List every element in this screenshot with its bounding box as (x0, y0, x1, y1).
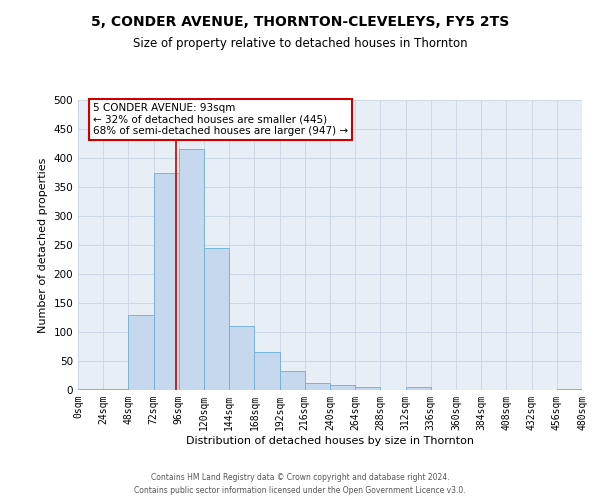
X-axis label: Distribution of detached houses by size in Thornton: Distribution of detached houses by size … (186, 436, 474, 446)
Bar (229, 326, 254, 390)
Bar (154, 172, 179, 390)
Y-axis label: Number of detached properties: Number of detached properties (38, 158, 48, 332)
Text: Contains HM Land Registry data © Crown copyright and database right 2024.
Contai: Contains HM Land Registry data © Crown c… (134, 474, 466, 495)
Text: Size of property relative to detached houses in Thornton: Size of property relative to detached ho… (133, 38, 467, 51)
Text: 5 CONDER AVENUE: 93sqm
← 32% of detached houses are smaller (445)
68% of semi-de: 5 CONDER AVENUE: 93sqm ← 32% of detached… (93, 103, 348, 136)
Bar (305, 383, 330, 390)
Bar (103, 389, 128, 390)
Bar (330, 386, 355, 390)
Bar (280, 371, 305, 390)
Bar (204, 248, 229, 390)
Bar (78, 389, 103, 390)
Bar (406, 387, 431, 390)
Bar (128, 314, 154, 390)
Bar (355, 387, 380, 390)
Bar (179, 150, 204, 390)
Text: 5, CONDER AVENUE, THORNTON-CLEVELEYS, FY5 2TS: 5, CONDER AVENUE, THORNTON-CLEVELEYS, FY… (91, 15, 509, 29)
Bar (557, 389, 582, 390)
Bar (254, 352, 280, 390)
